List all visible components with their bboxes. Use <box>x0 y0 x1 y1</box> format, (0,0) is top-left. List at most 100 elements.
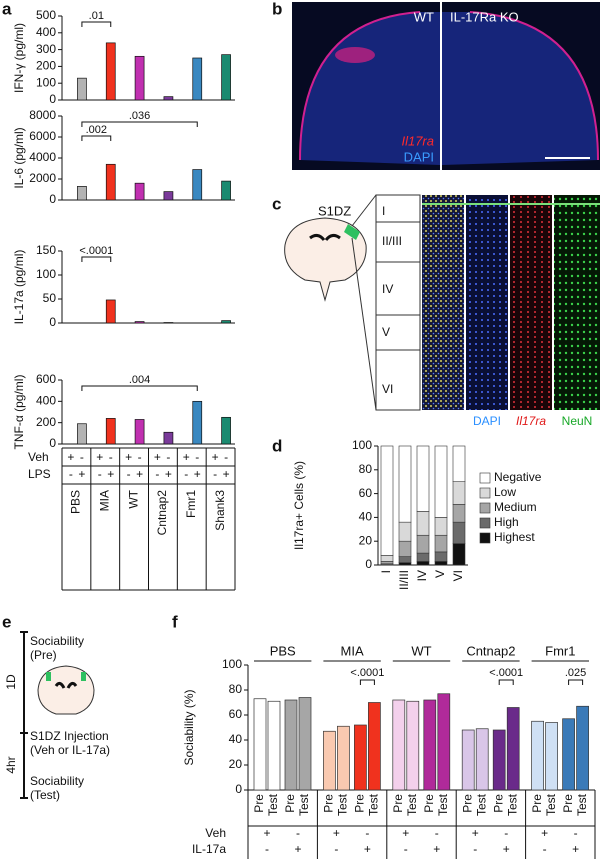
treatment-mark: + <box>165 467 172 481</box>
y-tick-label: 6000 <box>29 129 56 143</box>
interval-label: 4hr <box>4 756 18 773</box>
bar <box>354 724 367 791</box>
group-label: Cntnap2 <box>466 643 515 658</box>
bar-segment <box>416 445 430 512</box>
bar <box>461 729 475 791</box>
significance-bracket <box>81 21 112 27</box>
bar <box>475 728 489 791</box>
bar <box>105 299 116 324</box>
hippocampus <box>335 47 375 63</box>
bar <box>77 77 87 101</box>
bar-segment <box>434 551 448 562</box>
group-label: WT <box>126 489 140 508</box>
phase-label: Test <box>336 793 350 816</box>
y-tick-label: 60 <box>229 707 243 721</box>
bar-segment <box>434 445 448 518</box>
layer-label: IV <box>382 282 393 296</box>
y-tick-label: 0 <box>49 192 56 206</box>
significance-label: <.0001 <box>489 667 523 679</box>
condition-mark: - <box>296 826 300 840</box>
bar <box>506 707 520 791</box>
significance-bracket <box>568 679 584 685</box>
layer-label: V <box>382 325 390 339</box>
y-tick-label: 300 <box>36 42 56 56</box>
bar-segment <box>452 481 466 505</box>
legend-swatch <box>479 517 491 529</box>
treatment-mark: + <box>96 450 103 464</box>
interval-label: 1D <box>4 674 18 690</box>
x-tick-label: IV <box>415 570 429 581</box>
significance-label: .002 <box>86 124 107 136</box>
treatment-mark: - <box>80 450 84 464</box>
channel-label: DAPI <box>473 414 501 428</box>
phase-label: Pre <box>491 794 505 813</box>
treatment-mark: - <box>69 467 73 481</box>
y-tick-label: 600 <box>36 372 56 386</box>
significance-label: .036 <box>129 110 150 122</box>
phase-label: Pre <box>530 794 544 813</box>
bar-segment <box>434 517 448 536</box>
y-tick-label: 20 <box>229 757 243 771</box>
bar <box>105 42 116 101</box>
stain-label: Il17ra <box>401 133 434 148</box>
condition-mark: - <box>365 826 369 840</box>
condition-mark: + <box>402 826 409 840</box>
neun-channel <box>554 195 600 410</box>
group-label: MIA <box>341 643 364 658</box>
condition-mark: - <box>473 842 477 856</box>
phase-label: Test <box>297 793 311 816</box>
condition-mark: - <box>435 826 439 840</box>
significance-bracket <box>81 135 112 141</box>
bar <box>163 191 174 201</box>
treatment-mark: + <box>107 467 114 481</box>
condition-mark: + <box>572 842 579 856</box>
treatment-mark: + <box>78 467 85 481</box>
bar <box>492 729 506 791</box>
bar <box>323 730 336 791</box>
panel-letter: f <box>172 612 178 631</box>
bar <box>298 697 312 791</box>
bar <box>221 320 231 324</box>
y-tick-label: 500 <box>36 8 56 22</box>
treatment-mark: + <box>194 467 201 481</box>
y-axis-label: IL-17a (pg/ml) <box>12 250 26 325</box>
y-tick-label: 200 <box>36 415 56 429</box>
phase-label: Pre <box>561 794 575 813</box>
x-tick-label: VI <box>451 570 465 581</box>
merged-channel <box>422 195 464 410</box>
legend-label: Negative <box>494 470 542 484</box>
y-tick-label: 8000 <box>29 108 56 122</box>
panel-letter: a <box>2 0 12 18</box>
phase-label: Test <box>436 793 450 816</box>
group-label: Fmr1 <box>545 643 575 658</box>
phase-label: Pre <box>391 794 405 813</box>
bar <box>105 418 116 445</box>
y-tick-label: 0 <box>49 315 56 329</box>
x-tick-label: II/III <box>397 570 411 590</box>
treatment-mark: - <box>109 450 113 464</box>
significance-bracket <box>498 679 514 685</box>
treatment-mark: - <box>98 467 102 481</box>
treatment-mark: - <box>213 467 217 481</box>
y-tick-label: 40 <box>229 732 243 746</box>
y-tick-label: 20 <box>359 533 373 547</box>
treatment-mark: - <box>155 467 159 481</box>
brain-section <box>442 12 598 165</box>
condition-mark: - <box>543 842 547 856</box>
legend-label: Medium <box>494 500 537 514</box>
phase-label: Pre <box>422 794 436 813</box>
treatment-mark: + <box>136 467 143 481</box>
treatment-mark: - <box>127 467 131 481</box>
y-tick-label: 400 <box>36 25 56 39</box>
bar <box>562 718 575 791</box>
step-label: (Pre) <box>30 648 57 662</box>
bar <box>77 423 87 445</box>
zoom-line <box>351 237 377 411</box>
bar <box>77 186 87 201</box>
bar <box>531 720 544 791</box>
condition-mark: - <box>334 842 338 856</box>
group-label: Shank3 <box>213 490 227 531</box>
bar <box>576 705 589 791</box>
